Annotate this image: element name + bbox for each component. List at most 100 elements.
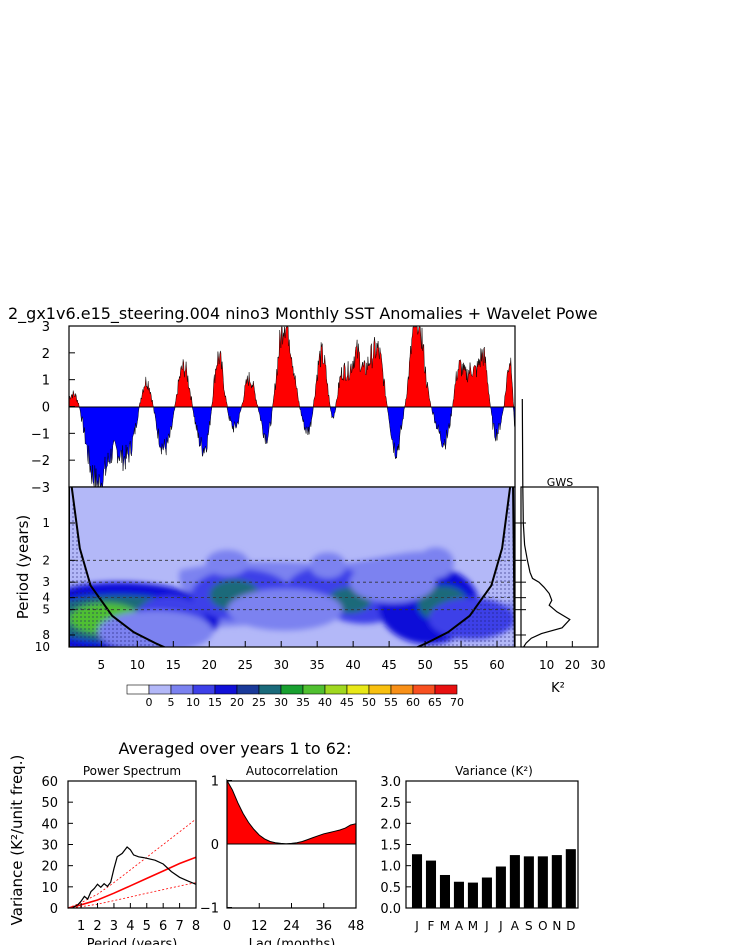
- autocorrelation-xtick-label: 36: [315, 919, 332, 934]
- autocorrelation-ytick-label: 1: [211, 775, 219, 790]
- variance-ytick-label: 1.5: [380, 839, 401, 854]
- colorbar-label: 40: [318, 696, 332, 709]
- wavelet-ytick-label: 2: [42, 553, 50, 567]
- variance-xtick-label: F: [428, 919, 435, 933]
- timeseries-ytick-label: −3: [31, 481, 50, 496]
- variance-xtick-label: D: [566, 919, 575, 933]
- power-spectrum-ytick-label: 50: [41, 796, 58, 811]
- wavelet-ytick-label: 1: [42, 516, 50, 530]
- colorbar-swatch: [170, 684, 194, 695]
- power-region: [349, 561, 436, 603]
- power-region: [309, 552, 346, 579]
- wavelet-xtick-label: 60: [489, 658, 504, 672]
- gws-xtick-label: 30: [590, 658, 605, 672]
- colorbar-label: 0: [146, 696, 153, 709]
- colorbar-label: 60: [406, 696, 420, 709]
- colorbar-swatch: [324, 684, 348, 695]
- power-spectrum-xtick-label: 3: [110, 919, 118, 934]
- power-spectrum-ytick-label: 20: [41, 860, 58, 875]
- variance-bar: [481, 877, 492, 908]
- wavelet-xtick-label: 50: [417, 658, 432, 672]
- power-spectrum-xtick-label: 8: [192, 919, 200, 934]
- variance-xtick-label: J: [484, 919, 489, 933]
- autocorrelation-ytick-label: 0: [211, 838, 219, 853]
- autocorrelation-title: Autocorrelation: [246, 764, 338, 778]
- red-noise-line: [67, 856, 197, 909]
- variance-bar: [509, 855, 520, 908]
- variance-xtick-label: J: [498, 919, 503, 933]
- power-spectrum-ytick-label: 40: [41, 817, 58, 832]
- wavelet-frame: [68, 486, 516, 648]
- colorbar-label: 55: [384, 696, 398, 709]
- gws-xtick-label: 10: [539, 658, 554, 672]
- autocorrelation-area: [226, 778, 357, 845]
- colorbar-label: 50: [362, 696, 376, 709]
- significance-95-line: [67, 818, 197, 909]
- autocorrelation-xtick-label: 0: [223, 919, 231, 934]
- colorbar-swatch: [280, 684, 304, 695]
- sst-anomaly-timeseries: 3 2 1 0 −1 −2 −3: [31, 320, 516, 496]
- variance-ytick-label: 0.5: [380, 881, 401, 896]
- timeseries-ytick-label: 1: [42, 374, 50, 389]
- wavelet-ytick-label: 10: [35, 640, 50, 654]
- colorbar-label: 45: [340, 696, 354, 709]
- significance-05-line: [67, 882, 197, 909]
- variance-ytick-label: 1.0: [380, 860, 401, 875]
- colorbar-label: 10: [186, 696, 200, 709]
- power-spectrum-xtick-label: 6: [159, 919, 167, 934]
- wavelet-xtick-label: 40: [346, 658, 361, 672]
- power-spectrum-ytick-label: 60: [41, 775, 58, 790]
- wavelet-ytick-label: 3: [42, 575, 50, 589]
- averaged-title: Averaged over years 1 to 62:: [119, 739, 352, 758]
- wavelet-xtick-label: 30: [274, 658, 289, 672]
- colorbar-swatch: [390, 684, 414, 695]
- colorbar-label: 35: [296, 696, 310, 709]
- variance-bar: [537, 856, 548, 908]
- variance-bar: [453, 881, 464, 908]
- colorbar-swatch: [236, 684, 260, 695]
- variance-bar: [495, 866, 506, 908]
- colorbar-label: 65: [428, 696, 442, 709]
- wavelet-ytick-label: 5: [42, 603, 50, 617]
- power-spectrum-ytick-label: 10: [41, 881, 58, 896]
- wavelet-xtick-label: 55: [453, 658, 468, 672]
- gws-title: GWS: [547, 476, 573, 489]
- gws-frame: [520, 486, 599, 648]
- colorbar-swatch: [258, 684, 282, 695]
- colorbar-label: 25: [252, 696, 266, 709]
- variance-bar: [551, 855, 562, 908]
- variance-ytick-label: 0.0: [380, 902, 401, 917]
- wavelet-xtick-label: 10: [130, 658, 145, 672]
- colorbar-swatch: [434, 684, 458, 695]
- timeseries-ytick-label: −1: [31, 427, 50, 442]
- power-spectrum-xtick-label: 2: [93, 919, 101, 934]
- cone-of-influence-right: [415, 487, 515, 647]
- power-spectrum-ytick-label: 0: [50, 902, 58, 917]
- timeseries-ytick-label: 2: [42, 347, 50, 362]
- variance-ytick-label: 3.0: [380, 775, 401, 790]
- global-wavelet-spectrum: GWS 10 20 30 K²: [520, 398, 606, 696]
- variance-ytick-label: 2.5: [380, 796, 401, 811]
- autocorrelation-xtick-label: 24: [283, 919, 300, 934]
- power-spectrum-x-label: Period (years): [87, 937, 178, 945]
- timeseries-ytick-label: 3: [42, 320, 50, 335]
- power-spectrum-xtick-label: 4: [126, 919, 134, 934]
- power-spectrum-xtick-label: 7: [175, 919, 183, 934]
- wavelet-xtick-label: 15: [166, 658, 181, 672]
- timeseries-ytick-label: −2: [31, 454, 50, 469]
- colorbar-swatch: [368, 684, 392, 695]
- colorbar: 0 5 10 15 20 25 30 35 40 45 50 55 60 65 70: [126, 684, 464, 709]
- gws-x-label: K²: [551, 681, 565, 696]
- power-spectrum-xtick-label: 5: [143, 919, 151, 934]
- variance-title: Variance (K²): [455, 764, 533, 778]
- wavelet-xtick-label: 25: [238, 658, 253, 672]
- power-region: [205, 549, 249, 576]
- wavelet-ytick-label: 8: [42, 628, 50, 642]
- colorbar-label: 30: [274, 696, 288, 709]
- wavelet-ytick-label: 4: [42, 591, 50, 605]
- variance-xtick-label: A: [511, 919, 520, 933]
- power-region: [227, 588, 343, 631]
